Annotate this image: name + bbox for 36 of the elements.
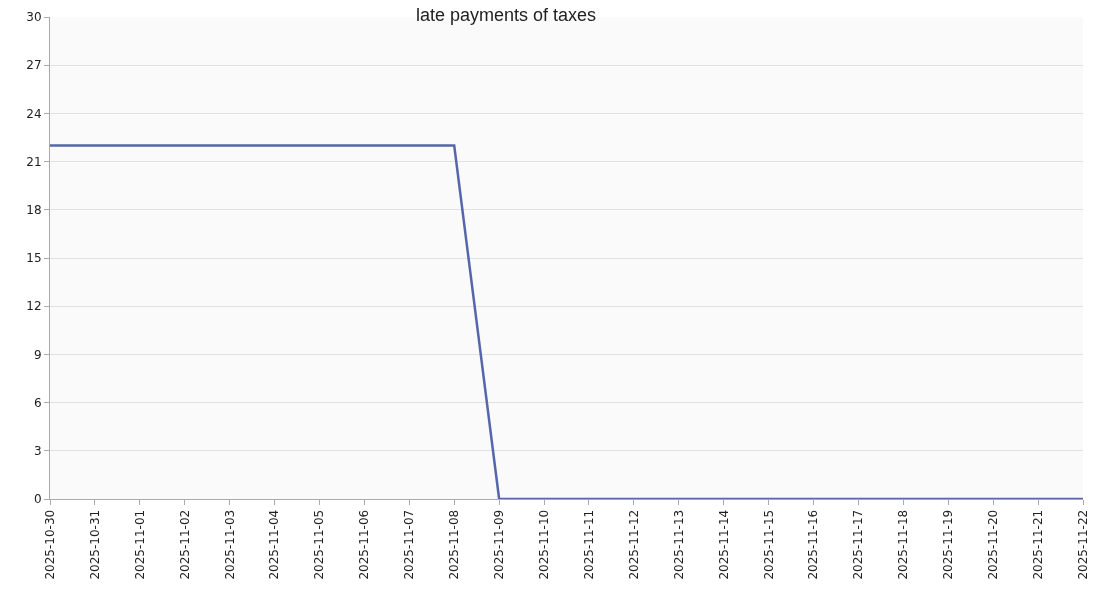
y-tick-label: 6 [33, 395, 42, 410]
x-tick-label: 2025-11-13 [671, 509, 686, 580]
y-tick-label: 15 [26, 251, 42, 266]
x-tick-label: 2025-11-17 [851, 509, 866, 580]
x-tick-label: 2025-11-12 [626, 509, 641, 580]
x-tick-label: 2025-11-22 [1075, 509, 1090, 580]
x-tick-label: 2025-11-18 [896, 509, 911, 580]
x-tick-label: 2025-11-15 [761, 509, 776, 580]
y-tick-label: 21 [26, 154, 42, 169]
y-tick-label: 30 [26, 10, 42, 25]
x-tick-label: 2025-11-19 [941, 509, 956, 580]
x-tick-label: 2025-11-20 [986, 509, 1001, 580]
y-tick-label: 18 [26, 203, 42, 217]
x-tick-label: 2025-11-16 [806, 509, 821, 580]
y-tick-label: 24 [26, 106, 42, 121]
y-tick-label: 9 [33, 347, 42, 362]
y-tick-label: 12 [26, 299, 42, 314]
x-tick-label: 2025-10-30 [42, 509, 57, 580]
x-tick-label: 2025-11-14 [716, 509, 731, 580]
x-tick-label: 2025-10-31 [87, 509, 102, 580]
y-tick-label: 3 [33, 444, 42, 458]
x-tick-label: 2025-11-10 [536, 509, 551, 580]
x-tick-label: 2025-11-03 [222, 509, 237, 580]
x-tick-label: 2025-11-06 [357, 509, 372, 580]
x-tick-label: 2025-11-21 [1030, 509, 1045, 580]
x-tick-label: 2025-11-02 [177, 509, 192, 580]
x-tick-label: 2025-11-11 [581, 509, 596, 580]
chart-title: late payments of taxes [415, 5, 597, 26]
x-tick-label: 2025-11-08 [447, 509, 462, 580]
x-tick-label: 2025-11-07 [402, 509, 417, 580]
y-tick-label: 27 [26, 58, 42, 73]
x-tick-label: 2025-11-05 [312, 509, 327, 580]
x-tick-label: 2025-11-01 [132, 509, 147, 580]
x-tick-label: 2025-11-04 [267, 509, 282, 580]
y-tick-label: 0 [33, 492, 42, 507]
x-tick-label: 2025-11-09 [492, 509, 507, 580]
